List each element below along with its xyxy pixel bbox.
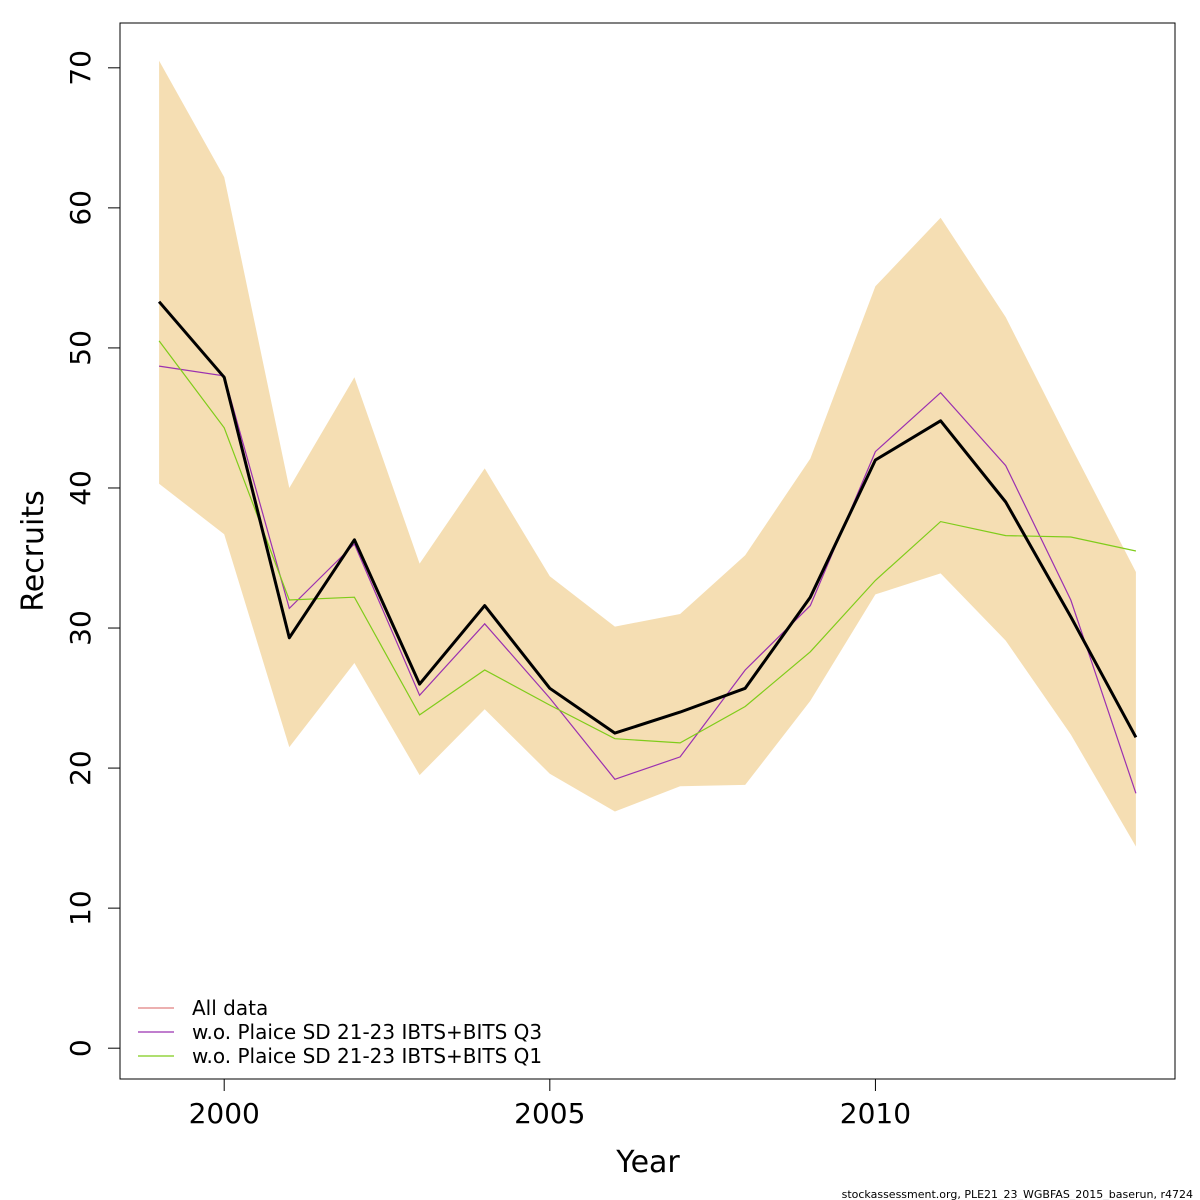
series-line-3: [158, 340, 1137, 744]
y-tick-label-20: 20: [64, 750, 97, 786]
legend-label-1: All data: [192, 996, 268, 1020]
x-axis: 2000 2005 2010: [189, 1078, 911, 1130]
x-axis-label: Year: [615, 1145, 680, 1180]
legend-label-2: w.o. Plaice SD 21-23 IBTS+BITS Q3: [192, 1020, 542, 1044]
x-tick-label-2010: 2010: [840, 1097, 911, 1130]
x-tick-label-2005: 2005: [514, 1097, 585, 1130]
y-tick-label-10: 10: [64, 890, 97, 926]
y-axis: 0 10 20 30 40 50 60 70: [64, 50, 121, 1057]
y-tick-label-40: 40: [64, 470, 97, 506]
y-tick-label-70: 70: [64, 50, 97, 86]
footnote: stockassessment.org, PLE21_23_WGBFAS_201…: [842, 1188, 1193, 1200]
y-tick-label-30: 30: [64, 610, 97, 646]
main-estimate-line: [157, 300, 1138, 739]
x-tick-label-2000: 2000: [189, 1097, 260, 1130]
y-tick-label-50: 50: [64, 330, 97, 366]
y-tick-label-60: 60: [64, 190, 97, 226]
y-tick-label-0: 0: [64, 1039, 97, 1057]
legend-label-3: w.o. Plaice SD 21-23 IBTS+BITS Q1: [192, 1044, 542, 1068]
main-line-layer: [157, 300, 1138, 739]
y-axis-label: Recruits: [16, 490, 51, 612]
series-line-2: [159, 365, 1137, 794]
